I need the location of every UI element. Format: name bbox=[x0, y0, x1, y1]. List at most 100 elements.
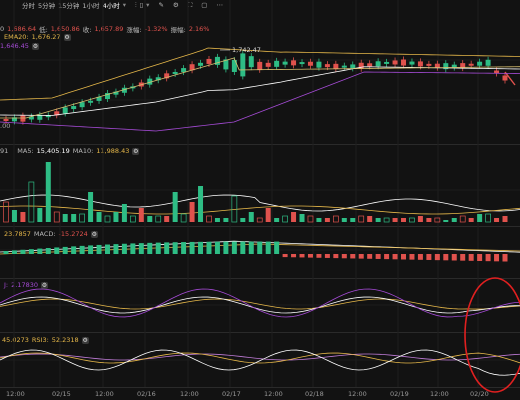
volume-legend: 91 MA5: 15,405.19 MA10: 11,988.43 ⚙ bbox=[0, 147, 140, 155]
chevron-down-icon[interactable]: ▾ bbox=[122, 1, 126, 9]
candle-type-icon[interactable]: ▯ bbox=[139, 1, 144, 9]
settings-gear-icon[interactable]: ⚙ bbox=[172, 1, 179, 9]
open-value: 1,686.64 bbox=[7, 25, 37, 33]
volume-bar bbox=[71, 214, 77, 222]
volume-bar bbox=[451, 218, 457, 222]
volume-bar bbox=[62, 214, 68, 222]
ma10-label: MA10: bbox=[72, 147, 94, 155]
candle-body bbox=[3, 119, 9, 121]
candle-body bbox=[451, 64, 457, 68]
macd-bar bbox=[172, 242, 178, 254]
x-axis-tick-label: 02/16 bbox=[137, 390, 156, 398]
indicator-icon[interactable]: ⫶ bbox=[134, 0, 137, 9]
drawing-tool-icon[interactable]: ✎ bbox=[158, 1, 164, 9]
x-axis-tick-label: 02/15 bbox=[52, 390, 71, 398]
amp-value: 2.16% bbox=[188, 25, 210, 33]
macd-bar bbox=[231, 241, 237, 254]
candle-body bbox=[113, 91, 119, 95]
ema2-settings-gear-icon[interactable]: ⚙ bbox=[31, 42, 39, 50]
macd-bar bbox=[71, 246, 77, 254]
low-label: 低: bbox=[39, 26, 48, 34]
candle-body bbox=[426, 63, 432, 66]
macd-bar bbox=[468, 254, 474, 261]
kdj-k-line bbox=[0, 296, 520, 314]
volume-bar bbox=[88, 192, 94, 222]
rsi3-value: 52.2318 bbox=[51, 336, 79, 344]
volume-bar bbox=[189, 202, 195, 222]
candle-body bbox=[392, 60, 398, 65]
candle-body bbox=[71, 106, 77, 110]
divider-price-volume bbox=[0, 144, 520, 145]
x-axis-tick-label: 12:00 bbox=[264, 390, 283, 398]
macd-bar bbox=[189, 241, 195, 254]
volume-bar bbox=[443, 220, 449, 222]
screenshot-icon[interactable]: ▢ bbox=[201, 1, 208, 9]
candle-body bbox=[104, 93, 110, 100]
kdj-settings-gear-icon[interactable]: ⚙ bbox=[41, 281, 48, 289]
fullscreen-icon[interactable]: ⛶ bbox=[187, 0, 193, 9]
ema-settings-gear-icon[interactable]: ⚙ bbox=[63, 33, 71, 41]
macd-bar bbox=[375, 254, 381, 259]
macd-bar bbox=[164, 242, 170, 254]
tab-1h[interactable]: 1小时 bbox=[82, 2, 100, 10]
macd-bar bbox=[485, 254, 491, 262]
candle-body bbox=[265, 62, 271, 67]
macd-bar bbox=[121, 243, 127, 254]
macd-settings-gear-icon[interactable]: ⚙ bbox=[90, 230, 98, 238]
volume-bar bbox=[20, 212, 26, 222]
close-value: 1,657.89 bbox=[94, 25, 124, 33]
volume-bar bbox=[37, 208, 43, 222]
divider-volume-macd bbox=[0, 226, 520, 227]
x-axis-tick-label: 12:00 bbox=[6, 390, 25, 398]
macd-bar bbox=[11, 250, 17, 254]
macd-bar bbox=[265, 241, 271, 254]
macd-value: -15.2724 bbox=[58, 230, 88, 238]
macd-histogram bbox=[3, 241, 508, 262]
kdj-d-line bbox=[0, 298, 520, 310]
volume-bar bbox=[265, 208, 271, 222]
macd-bar bbox=[257, 241, 263, 254]
macd-bar bbox=[104, 244, 110, 254]
change-label: 涨幅: bbox=[126, 26, 142, 34]
candle-body bbox=[434, 63, 440, 68]
macd-bar bbox=[460, 254, 466, 261]
candle-body bbox=[460, 63, 466, 69]
tab-5min[interactable]: 5分钟 bbox=[38, 2, 56, 10]
volume-settings-gear-icon[interactable]: ⚙ bbox=[132, 147, 140, 155]
candle-body bbox=[248, 56, 254, 68]
macd-bar bbox=[79, 245, 85, 254]
macd-legend: 23.7857 MACD: -15.2724 ⚙ bbox=[0, 230, 98, 238]
macd-bar bbox=[434, 254, 440, 261]
rsi-main-line bbox=[0, 349, 520, 376]
close-label: 收: bbox=[82, 26, 92, 34]
ema20-value: 1,676.27 bbox=[31, 33, 61, 41]
tab-15min[interactable]: 15分钟 bbox=[58, 2, 80, 10]
volume-bar bbox=[494, 218, 500, 222]
rsi-settings-gear-icon[interactable]: ⚙ bbox=[81, 336, 89, 344]
candle-body bbox=[316, 61, 322, 68]
ema20-line bbox=[0, 57, 520, 119]
more-icon[interactable]: ⋯ bbox=[216, 1, 223, 9]
candle-body bbox=[477, 61, 483, 66]
price-drop-line bbox=[504, 71, 516, 86]
macd-bar bbox=[451, 254, 457, 261]
candle-body bbox=[172, 71, 178, 74]
candle-body bbox=[485, 59, 491, 66]
volume-bar bbox=[248, 212, 254, 222]
macd-bar bbox=[138, 243, 144, 254]
candle-body bbox=[358, 62, 364, 69]
macd-bar bbox=[3, 251, 9, 254]
x-axis-tick-label: 12:00 bbox=[430, 390, 449, 398]
macd-bar bbox=[502, 254, 508, 262]
volume-bar bbox=[3, 201, 9, 223]
rsi3-label: RSI3: bbox=[31, 336, 49, 344]
volume-bar bbox=[113, 212, 119, 222]
tab-timeshare[interactable]: 分时 bbox=[22, 2, 35, 10]
chevron-down-icon-2[interactable]: ▾ bbox=[146, 1, 150, 9]
macd-bar bbox=[62, 246, 68, 254]
candle-body bbox=[206, 58, 212, 64]
macd-bar bbox=[341, 254, 347, 259]
candle-body bbox=[409, 61, 415, 65]
tab-4h[interactable]: 4小时 bbox=[102, 2, 120, 10]
